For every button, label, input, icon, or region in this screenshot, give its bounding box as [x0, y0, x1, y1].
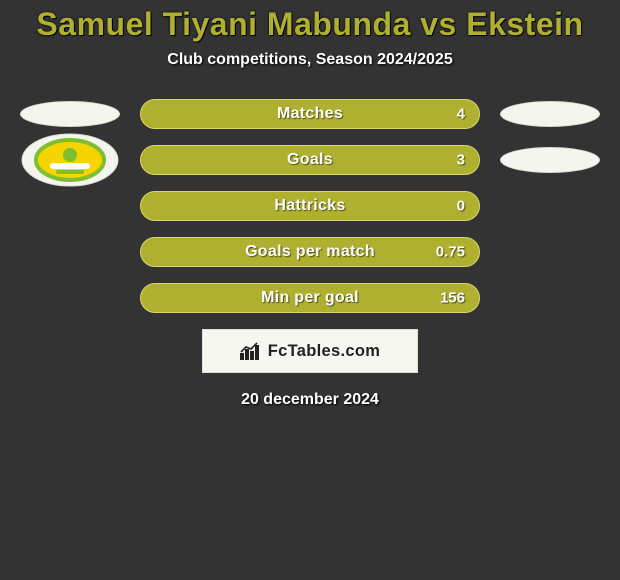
stat-row: Min per goal 156 — [0, 283, 620, 313]
empty-badge-slot — [500, 239, 600, 265]
club-badge-placeholder — [500, 147, 600, 173]
branding-box: FcTables.com — [202, 329, 418, 373]
stat-value: 4 — [457, 106, 465, 123]
club-badge-placeholder — [500, 101, 600, 127]
stat-value: 3 — [457, 152, 465, 169]
stat-row: Goals 3 — [0, 145, 620, 175]
empty-badge-slot — [500, 193, 600, 219]
stat-rows: Matches 4 Goals 3 Hattricks 0 Goals per match 0… — [0, 99, 620, 313]
stat-bar: Matches 4 — [140, 99, 480, 129]
stat-label: Goals per match — [245, 243, 375, 261]
date-text: 20 december 2024 — [0, 391, 620, 409]
stat-row: Hattricks 0 — [0, 191, 620, 221]
stat-label: Min per goal — [261, 289, 359, 307]
branding-chart-icon — [240, 342, 262, 360]
stat-label: Goals — [287, 151, 333, 169]
empty-badge-slot — [20, 193, 120, 219]
stat-bar: Goals per match 0.75 — [140, 237, 480, 267]
left-badge-slot — [500, 147, 600, 173]
subtitle: Club competitions, Season 2024/2025 — [0, 51, 620, 69]
left-badge-slot — [500, 101, 600, 127]
stat-row: Goals per match 0.75 — [0, 237, 620, 267]
stat-row: Matches 4 — [0, 99, 620, 129]
empty-badge-slot — [500, 285, 600, 311]
branding-text: FcTables.com — [268, 342, 380, 361]
stat-label: Matches — [277, 105, 343, 123]
mamelodi-sundowns-badge — [20, 133, 120, 187]
stat-value: 0 — [457, 198, 465, 215]
stat-bar: Hattricks 0 — [140, 191, 480, 221]
empty-badge-slot — [20, 239, 120, 265]
stat-bar: Min per goal 156 — [140, 283, 480, 313]
stat-value: 0.75 — [436, 244, 465, 261]
stat-bar: Goals 3 — [140, 145, 480, 175]
left-badge-slot — [20, 101, 120, 127]
club-badge-placeholder — [20, 101, 120, 127]
empty-badge-slot — [20, 285, 120, 311]
stat-label: Hattricks — [274, 197, 345, 215]
page-title: Samuel Tiyani Mabunda vs Ekstein — [0, 6, 620, 43]
stat-value: 156 — [440, 290, 465, 307]
comparison-infographic: Samuel Tiyani Mabunda vs Ekstein Club co… — [0, 0, 620, 580]
